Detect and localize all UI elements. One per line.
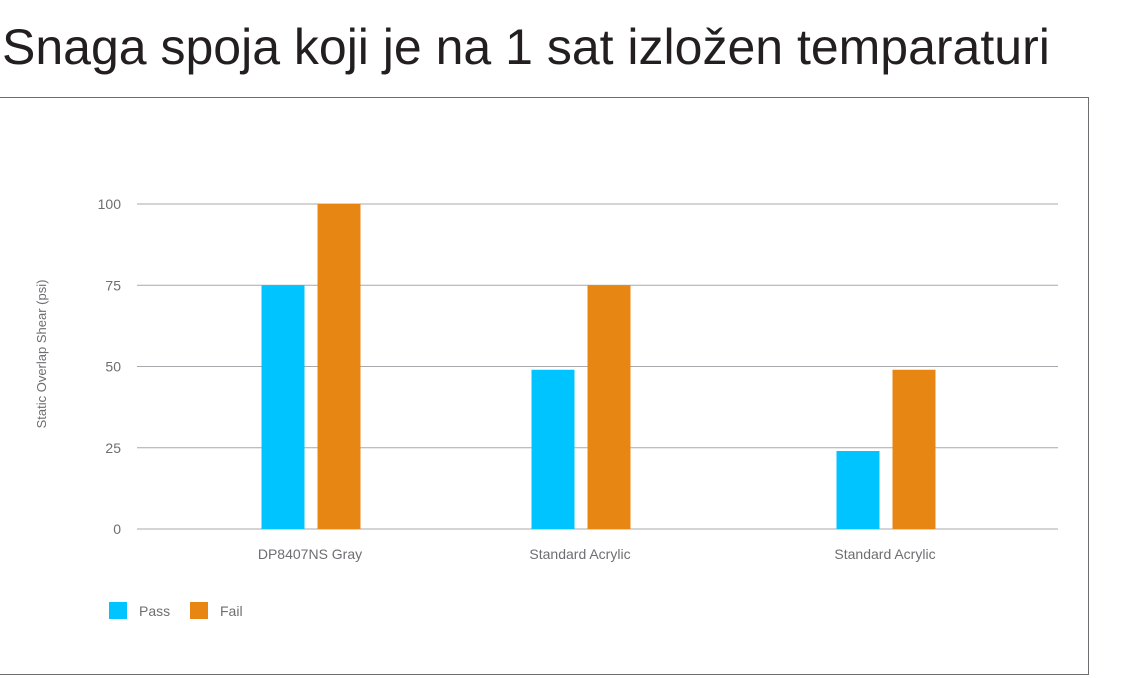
bar-fail: [317, 204, 361, 529]
legend-label-fail: Fail: [220, 603, 243, 619]
y-tick-label: 0: [113, 521, 121, 537]
y-axis-label: Static Overlap Shear (psi): [34, 280, 49, 429]
bar-pass: [261, 285, 305, 529]
x-tick-label: Standard Acrylic: [529, 546, 630, 562]
chart-frame: [0, 97, 1089, 675]
legend: Pass Fail: [109, 602, 243, 619]
y-tick-label: 25: [105, 440, 121, 456]
legend-swatch-pass: [109, 602, 127, 619]
y-tick-labels: 0 25 50 75 100: [98, 196, 122, 537]
legend-swatch-fail: [190, 602, 208, 619]
chart-title: Snaga spoja koji je na 1 sat izložen tem…: [2, 19, 1050, 75]
bars: [261, 204, 936, 529]
bar-pass: [531, 369, 575, 529]
x-tick-label: DP8407NS Gray: [258, 546, 362, 562]
bar-fail: [892, 369, 936, 529]
y-tick-label: 100: [98, 196, 122, 212]
y-tick-label: 75: [105, 277, 121, 293]
x-tick-label: Standard Acrylic: [834, 546, 935, 562]
legend-label-pass: Pass: [139, 603, 170, 619]
bar-fail: [587, 285, 631, 529]
y-tick-label: 50: [105, 359, 121, 375]
bar-pass: [836, 451, 880, 529]
x-tick-labels: DP8407NS Gray Standard Acrylic Standard Ac…: [258, 546, 936, 562]
